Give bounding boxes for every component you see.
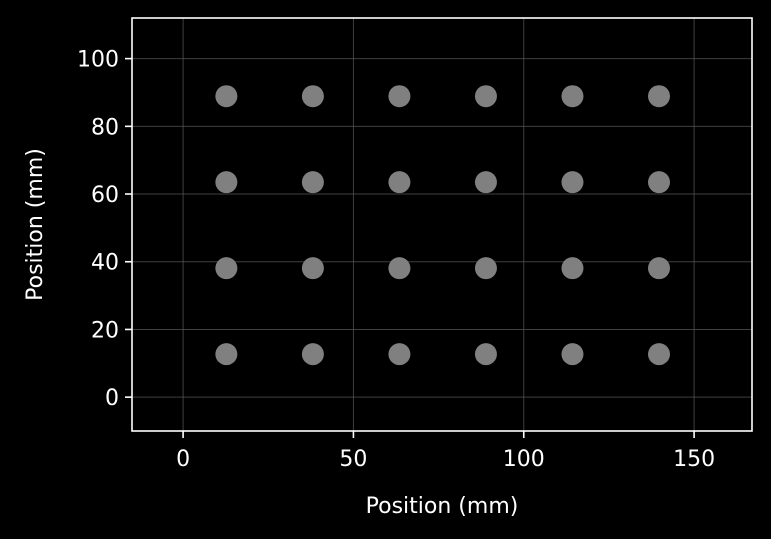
scatter-point <box>561 343 584 366</box>
scatter-point <box>301 257 324 280</box>
scatter-point <box>561 171 584 194</box>
scatter-point <box>215 85 238 108</box>
scatter-point <box>648 85 670 108</box>
scatter-point <box>561 257 584 280</box>
x-tick-label: 50 <box>339 447 367 472</box>
axis-ticks: 0 50 100 150 0 20 40 60 80 100 <box>77 48 715 472</box>
x-axis-label: Position (mm) <box>366 494 519 519</box>
scatter-point <box>388 343 411 366</box>
scatter-point <box>474 257 497 280</box>
scatter-point <box>648 257 670 280</box>
y-axis-label: Position (mm) <box>23 148 48 301</box>
plot-area-frame <box>131 17 753 432</box>
scatter-point <box>561 85 584 108</box>
data-points <box>215 85 670 366</box>
scatter-point <box>474 85 497 108</box>
x-tick-label: 100 <box>503 447 545 472</box>
grid-lines <box>132 18 752 431</box>
scatter-point <box>474 171 497 194</box>
y-tick-label: 40 <box>91 251 119 276</box>
scatter-point <box>388 257 411 280</box>
y-tick-label: 60 <box>91 183 119 208</box>
x-tick-label: 150 <box>673 447 715 472</box>
y-tick-label: 80 <box>91 115 119 140</box>
scatter-point <box>388 171 411 194</box>
scatter-point <box>648 171 670 194</box>
scatter-point <box>648 343 670 366</box>
x-tick-label: 0 <box>176 447 190 472</box>
scatter-point <box>215 257 238 280</box>
scatter-point <box>215 343 238 366</box>
scatter-point <box>215 171 238 194</box>
y-tick-label: 0 <box>105 386 119 411</box>
scatter-point <box>301 343 324 366</box>
scatter-point <box>301 171 324 194</box>
scatter-point <box>474 343 497 366</box>
y-tick-label: 100 <box>77 48 119 73</box>
y-tick-label: 20 <box>91 318 119 343</box>
scatter-point <box>388 85 411 108</box>
scatter-point <box>301 85 324 108</box>
